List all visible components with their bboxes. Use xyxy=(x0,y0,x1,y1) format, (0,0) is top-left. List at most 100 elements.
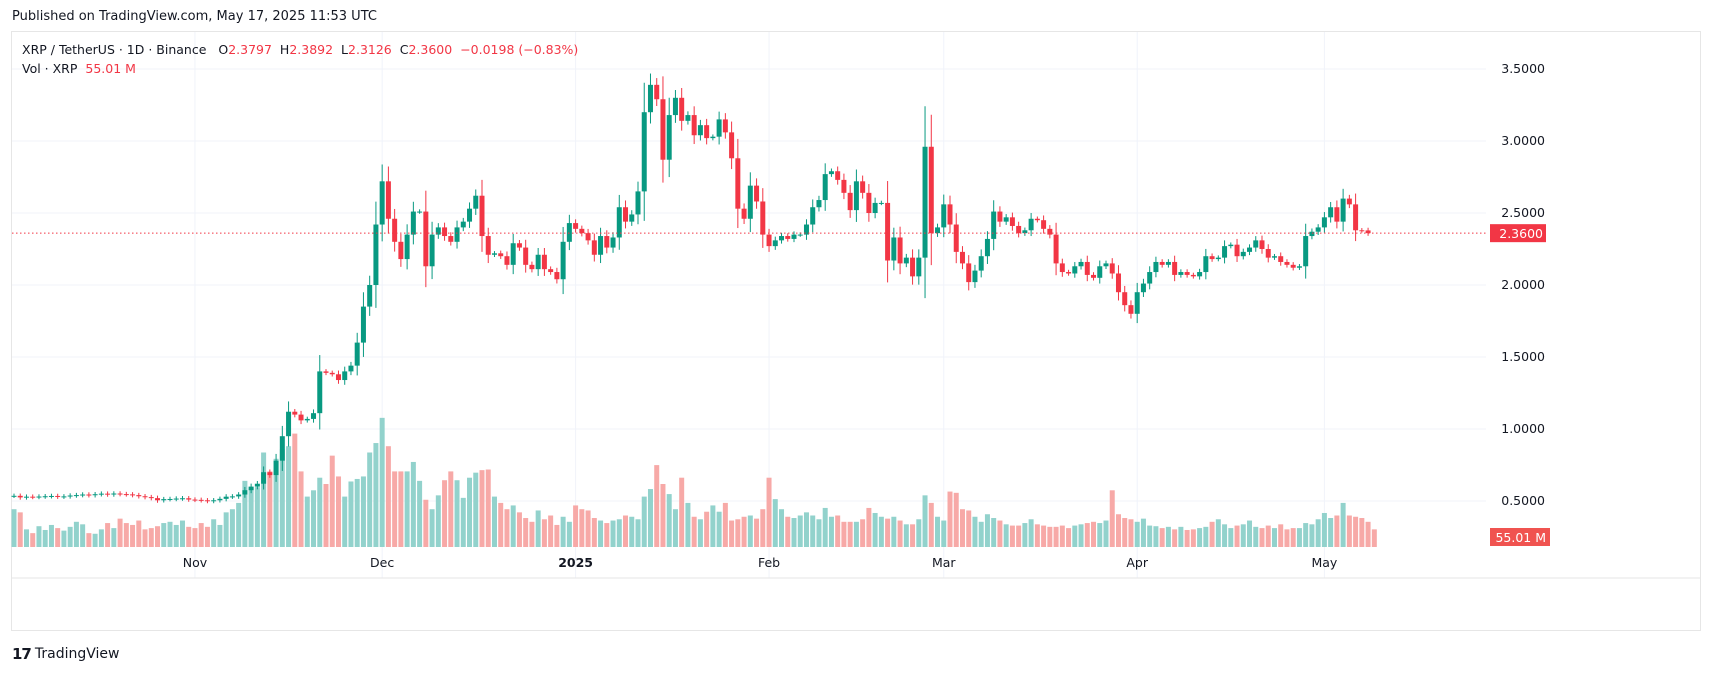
candle xyxy=(1222,240,1228,264)
candle xyxy=(30,494,36,500)
time-tick-label: Mar xyxy=(932,555,956,570)
volume-bar xyxy=(1128,519,1134,547)
volume-bar xyxy=(17,512,23,547)
volume-bar xyxy=(429,509,435,547)
candle xyxy=(716,111,722,145)
volume-bar xyxy=(785,516,791,547)
volume-bar xyxy=(242,480,248,547)
candle-body xyxy=(947,204,953,225)
candle xyxy=(991,200,997,251)
volume-bar xyxy=(1190,529,1196,547)
candle-body xyxy=(1140,283,1146,293)
candle xyxy=(1340,188,1346,232)
candle-body xyxy=(1091,274,1097,278)
volume-bar xyxy=(616,519,622,547)
volume-bar xyxy=(1278,524,1284,547)
candle-body xyxy=(1346,198,1352,205)
candle xyxy=(741,203,747,225)
candle-body xyxy=(835,171,841,180)
symbol-title[interactable]: XRP / TetherUS · 1D · Binance xyxy=(22,42,207,57)
volume-bar xyxy=(467,477,473,547)
candle xyxy=(710,134,716,141)
candle-body xyxy=(1103,263,1109,267)
candle xyxy=(828,168,834,177)
candle xyxy=(922,106,928,299)
volume-bar xyxy=(629,516,635,547)
candle xyxy=(286,401,292,447)
candle xyxy=(335,370,341,384)
candle xyxy=(148,494,154,501)
candle-body xyxy=(554,272,560,280)
candle-body xyxy=(1072,266,1078,274)
candle xyxy=(623,200,629,229)
time-tick-label: Nov xyxy=(183,555,208,570)
price-chart[interactable]: 3.5000 3.0000 2.5000 2.0000 1.5000 1.0000 0.50… xyxy=(0,0,1713,640)
candle xyxy=(1190,272,1196,279)
candle-body xyxy=(398,241,404,260)
volume-bar xyxy=(816,519,822,547)
candle-body xyxy=(491,253,497,255)
footer-brand[interactable]: 17 TradingView xyxy=(12,645,119,663)
volume-bar xyxy=(1234,525,1240,547)
volume-bar xyxy=(204,526,210,547)
volume-bar xyxy=(660,484,666,547)
candle-body xyxy=(1097,266,1103,278)
candle-body xyxy=(1253,240,1259,248)
candle xyxy=(729,121,735,170)
candle-body xyxy=(641,112,647,192)
candle xyxy=(1228,242,1234,249)
candle-body xyxy=(98,493,104,495)
candle xyxy=(1165,259,1171,268)
candle-body xyxy=(1003,217,1009,222)
volume-bar xyxy=(485,469,491,547)
candle-body xyxy=(1353,204,1359,231)
candle-body xyxy=(454,227,460,242)
candle-body xyxy=(585,233,591,241)
volume-bar xyxy=(560,516,566,547)
candle xyxy=(941,194,947,238)
volume-bar xyxy=(1140,518,1146,547)
volume-bar xyxy=(959,509,965,547)
candle-body xyxy=(679,97,685,121)
low-value: 2.3126 xyxy=(348,42,392,57)
candle-body xyxy=(984,238,990,257)
candle-body xyxy=(716,119,722,137)
volume-bar xyxy=(935,516,941,547)
candle xyxy=(467,202,473,228)
candle-body xyxy=(173,498,179,500)
candle-body xyxy=(573,223,579,229)
candle-body xyxy=(1034,218,1040,221)
candle xyxy=(36,494,42,500)
published-note: Published on TradingView.com, May 17, 20… xyxy=(12,9,377,24)
candle xyxy=(1178,269,1184,278)
candle-body xyxy=(1240,251,1246,257)
volume-bar xyxy=(991,518,997,547)
candle-body xyxy=(55,495,61,497)
candle xyxy=(672,90,678,123)
candle xyxy=(1309,228,1315,240)
volume-bar xyxy=(1197,528,1203,547)
volume-bar xyxy=(1165,526,1171,547)
volume-bar xyxy=(1066,528,1072,547)
candle xyxy=(1315,224,1321,235)
candle-body xyxy=(167,498,173,500)
volume-bar xyxy=(922,495,928,547)
candle xyxy=(1321,212,1327,233)
candle-body xyxy=(878,202,884,204)
volume-bar xyxy=(1222,524,1228,547)
candle xyxy=(747,172,753,233)
candle xyxy=(1009,212,1015,231)
candle-body xyxy=(591,240,597,255)
candle xyxy=(1022,227,1028,236)
volume-label[interactable]: Vol · XRP xyxy=(22,61,78,76)
candle-body xyxy=(279,436,285,461)
candle-body xyxy=(198,499,204,501)
volume-bar xyxy=(404,471,410,547)
candle-body xyxy=(17,495,23,498)
candle xyxy=(1303,223,1309,279)
candle xyxy=(629,210,635,226)
candle xyxy=(236,492,242,499)
volume-bar xyxy=(710,505,716,547)
candle xyxy=(803,219,809,240)
volume-bar xyxy=(254,487,260,547)
